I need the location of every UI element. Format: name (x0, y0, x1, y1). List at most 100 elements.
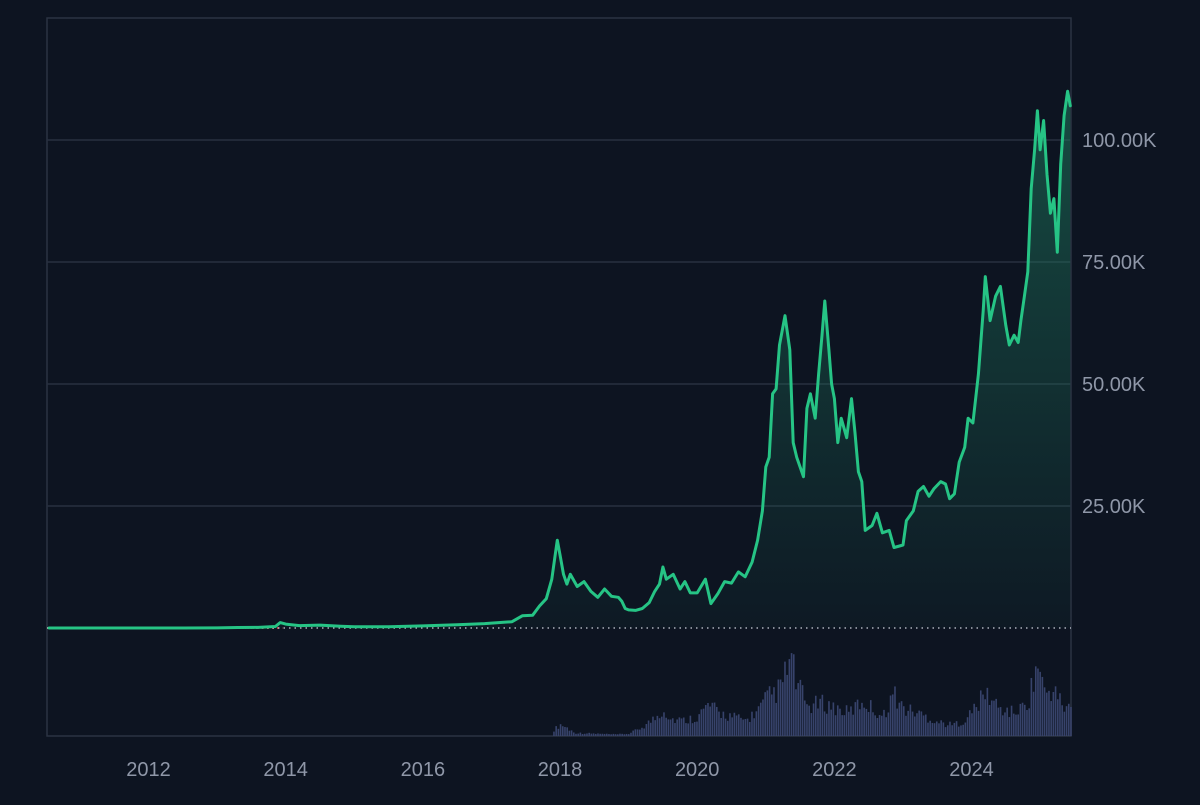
volume-bar (729, 713, 731, 736)
volume-bar (722, 711, 725, 736)
volume-bar (944, 727, 947, 736)
volume-bar (643, 728, 645, 736)
volume-bar (867, 711, 870, 736)
volume-bar (691, 723, 694, 736)
volume-bar (680, 718, 683, 736)
volume-bar (988, 704, 991, 736)
volume-bar (616, 734, 619, 736)
volume-bar (724, 718, 727, 736)
volume-bar (971, 713, 973, 736)
volume-bar (806, 704, 808, 736)
volume-bar (572, 732, 575, 736)
volume-bar (1041, 676, 1044, 736)
volume-bar (1026, 710, 1028, 736)
volume-bar (902, 706, 905, 736)
volume-bar (561, 726, 564, 736)
volume-bar (843, 715, 846, 736)
volume-bar (625, 733, 628, 736)
volume-bar (768, 686, 771, 736)
volume-bar (979, 690, 982, 736)
volume-bar (751, 711, 753, 736)
volume-bar (634, 729, 637, 736)
volume-bar (907, 710, 909, 736)
volume-bar (678, 717, 681, 736)
volume-bar (940, 720, 942, 736)
volume-bar (909, 704, 912, 736)
volume-bar (1056, 699, 1059, 736)
volume-bar (1015, 714, 1017, 736)
volume-bar (1017, 714, 1019, 736)
volume-bar (742, 719, 744, 736)
volume-bar (627, 734, 630, 736)
volume-bar (566, 727, 568, 736)
y-tick-label: 25.00K (1082, 496, 1146, 518)
volume-bar (960, 725, 962, 736)
volume-bar (746, 718, 749, 736)
volume-bar (731, 717, 733, 736)
volume-bar (696, 721, 698, 736)
volume-bar (1045, 692, 1048, 736)
volume-bar (1006, 707, 1008, 736)
volume-bar (968, 710, 971, 736)
volume-bar (832, 702, 835, 736)
volume-bar (933, 723, 936, 736)
volume-bar (964, 722, 967, 736)
volume-bar (797, 683, 799, 736)
volume-bar (748, 721, 751, 736)
volume-bar (953, 722, 956, 736)
volume-bar (898, 702, 901, 736)
volume-bar (799, 679, 802, 736)
volume-bar (645, 724, 648, 736)
volume-bar (720, 718, 722, 736)
volume-bar (740, 717, 742, 736)
volume-bar (753, 718, 755, 736)
volume-bar (588, 732, 590, 736)
volume-bar (603, 733, 606, 736)
volume-bar (654, 720, 656, 736)
volume-bar (984, 699, 986, 736)
volume-bar (955, 721, 958, 736)
volume-bar (590, 733, 593, 736)
volume-bar (1052, 691, 1055, 736)
volume-bar (922, 715, 925, 736)
volume-bar (687, 723, 689, 736)
y-tick-label: 75.00K (1082, 252, 1146, 274)
volume-bar (570, 730, 573, 736)
volume-bar (579, 732, 582, 736)
volume-bar (962, 724, 964, 736)
x-tick-label: 2018 (538, 759, 583, 781)
volume-bar (792, 654, 795, 736)
volume-bar (995, 698, 997, 736)
volume-bar (863, 707, 865, 736)
volume-bar (973, 703, 975, 736)
volume-bar (814, 695, 817, 736)
volume-bar (737, 714, 740, 736)
volume-bar (825, 713, 828, 736)
volume-bar (718, 711, 720, 736)
volume-bar (698, 714, 700, 736)
volume-bar (810, 713, 813, 736)
volume-bar (682, 717, 685, 736)
volume-bar (652, 716, 654, 736)
volume-bar (713, 702, 716, 736)
volume-bar (770, 694, 773, 736)
volume-bar (1034, 666, 1037, 736)
volume-bar (1070, 706, 1072, 736)
volume-bar (663, 712, 665, 736)
volume-bar (649, 722, 652, 736)
volume-bar (656, 715, 659, 736)
volume-bar (658, 718, 661, 736)
volume-bar (1039, 671, 1041, 736)
volume-bar (1021, 702, 1024, 736)
volume-bar (1004, 712, 1006, 736)
volume-bar (975, 707, 978, 736)
volume-bar (605, 733, 608, 736)
volume-bar (621, 733, 623, 736)
volume-bar (1028, 708, 1030, 736)
volume-bar (916, 713, 918, 736)
volume-bar (1048, 690, 1050, 736)
volume-bar (660, 716, 663, 736)
volume-bar (636, 729, 639, 736)
volume-bar (581, 734, 584, 736)
